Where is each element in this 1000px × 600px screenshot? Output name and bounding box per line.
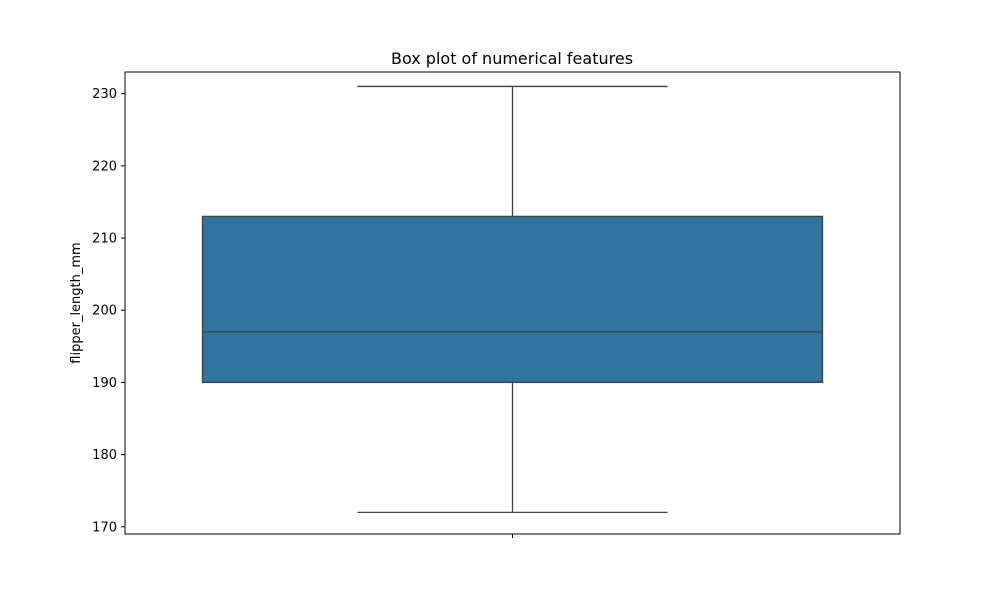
y-tick-label: 170 bbox=[92, 520, 117, 535]
y-tick-label: 220 bbox=[92, 159, 117, 174]
y-axis-title: flipper_length_mm bbox=[69, 242, 84, 363]
y-tick-label: 180 bbox=[92, 448, 117, 463]
chart-title: Box plot of numerical features bbox=[391, 49, 633, 68]
y-axis-ticks: 170 180 190 200 210 220 230 bbox=[92, 87, 125, 535]
y-tick-label: 200 bbox=[92, 304, 117, 319]
y-tick-label: 230 bbox=[92, 87, 117, 102]
y-tick-label: 210 bbox=[92, 232, 117, 247]
y-tick-label: 190 bbox=[92, 376, 117, 391]
box-flipper_length_mm bbox=[201, 85, 824, 513]
iqr-box bbox=[201, 215, 824, 384]
plot-frame bbox=[124, 71, 901, 535]
plot-area bbox=[201, 85, 824, 513]
